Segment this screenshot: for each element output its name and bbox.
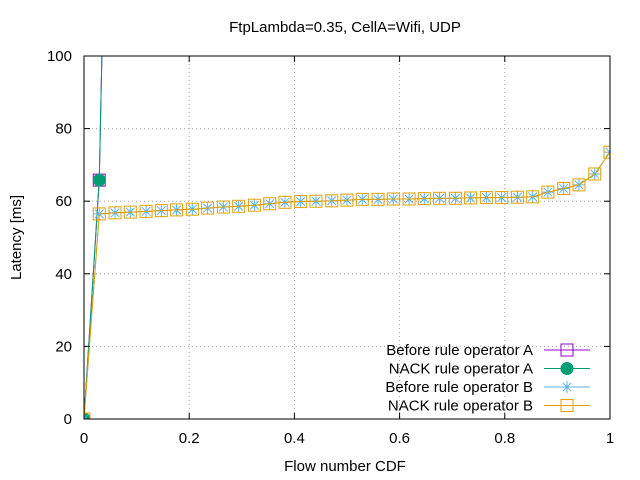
data-point xyxy=(108,206,122,220)
data-point xyxy=(417,192,431,206)
asterisk-stroke xyxy=(605,147,610,153)
data-point xyxy=(278,195,292,209)
legend-marker xyxy=(560,399,574,412)
legend-marker xyxy=(561,381,573,393)
data-point xyxy=(572,178,586,192)
data-point xyxy=(464,191,478,205)
data-point xyxy=(92,173,106,187)
y-tick-label: 80 xyxy=(55,121,72,138)
asterisk-stroke xyxy=(562,382,572,392)
data-point xyxy=(402,192,416,206)
data-point xyxy=(92,207,106,221)
data-point xyxy=(448,191,462,205)
data-point xyxy=(604,146,610,159)
series-2 xyxy=(84,56,106,419)
legend-label: NACK rule operator B xyxy=(388,398,533,415)
series-3 xyxy=(84,146,610,419)
data-point xyxy=(185,202,199,216)
data-point xyxy=(123,205,137,219)
series-line xyxy=(84,151,610,419)
data-point xyxy=(355,192,369,206)
data-point xyxy=(232,199,246,213)
y-tick-label: 100 xyxy=(47,48,72,65)
grid-lines xyxy=(84,56,610,419)
legend-label: Before rule operator B xyxy=(385,379,533,396)
data-point xyxy=(603,145,610,159)
data-point xyxy=(247,198,261,212)
series-4 xyxy=(84,145,610,419)
data-point xyxy=(433,191,447,205)
data-point xyxy=(510,190,524,204)
y-tick-label: 60 xyxy=(55,193,72,210)
plot-series xyxy=(84,56,610,419)
x-tick-label: 0 xyxy=(80,430,88,447)
data-point xyxy=(309,194,323,208)
data-point xyxy=(340,193,354,207)
legend-label: Before rule operator A xyxy=(386,342,533,359)
data-point xyxy=(201,201,215,215)
data-point xyxy=(294,195,308,209)
y-tick-label: 20 xyxy=(55,338,72,355)
data-point xyxy=(479,191,493,205)
data-point xyxy=(84,413,90,419)
x-tick-label: 0.2 xyxy=(179,430,200,447)
x-tick-label: 0.8 xyxy=(494,430,515,447)
x-tick-label: 0.6 xyxy=(389,430,410,447)
data-point xyxy=(371,192,385,206)
legend-label: NACK rule operator A xyxy=(389,361,533,378)
series-line xyxy=(84,56,103,419)
data-point xyxy=(170,203,184,217)
data-point xyxy=(386,192,400,206)
x-axis-label: Flow number CDF xyxy=(284,458,406,475)
data-point xyxy=(588,167,602,181)
data-point xyxy=(139,204,153,218)
y-tick-label: 40 xyxy=(55,266,72,283)
asterisk-stroke xyxy=(605,151,610,157)
data-point xyxy=(216,200,230,214)
axis-ticks: 0 0.2 0.4 0.6 0.8 1 0 20 40 60 80 100 xyxy=(47,48,614,447)
plot-frame xyxy=(83,55,611,420)
data-point xyxy=(557,181,571,195)
data-point xyxy=(325,194,339,208)
chart-title: FtpLambda=0.35, CellA=Wifi, UDP xyxy=(229,19,461,36)
data-point xyxy=(495,191,509,205)
x-tick-label: 0.4 xyxy=(284,430,305,447)
legend-marker xyxy=(560,362,574,375)
legend-marker xyxy=(560,343,574,357)
legend: Before rule operator A NACK rule operator… xyxy=(385,342,590,415)
data-point xyxy=(541,185,555,199)
series-line xyxy=(84,56,103,419)
asterisk-stroke xyxy=(84,414,89,419)
data-point xyxy=(526,190,540,204)
y-tick-label: 0 xyxy=(64,411,72,428)
data-point xyxy=(263,197,277,211)
data-point xyxy=(154,204,168,218)
x-tick-label: 1 xyxy=(606,430,614,447)
y-axis-label: Latency [ms] xyxy=(8,195,25,280)
